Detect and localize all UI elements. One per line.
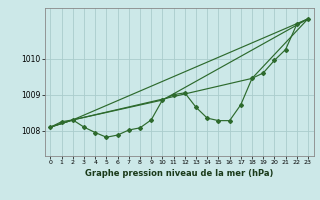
X-axis label: Graphe pression niveau de la mer (hPa): Graphe pression niveau de la mer (hPa) bbox=[85, 169, 273, 178]
